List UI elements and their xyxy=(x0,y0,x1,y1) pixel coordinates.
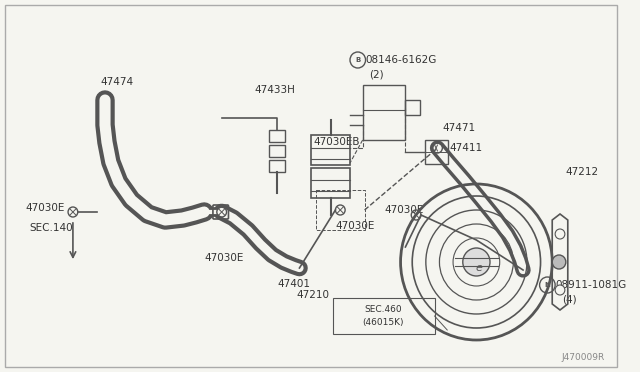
Text: 47411: 47411 xyxy=(449,143,483,153)
Bar xyxy=(311,135,350,165)
Text: 47433H: 47433H xyxy=(255,85,296,95)
Text: N: N xyxy=(545,282,550,288)
Bar xyxy=(269,130,285,142)
Text: (2): (2) xyxy=(369,69,384,79)
Circle shape xyxy=(463,248,490,276)
Text: 47401: 47401 xyxy=(277,279,310,289)
Text: 47474: 47474 xyxy=(100,77,133,87)
Bar xyxy=(425,140,448,164)
Bar xyxy=(269,145,285,157)
Bar xyxy=(269,160,285,172)
Text: 47030E: 47030E xyxy=(384,205,424,215)
Circle shape xyxy=(555,257,565,267)
Text: SEC.460: SEC.460 xyxy=(364,305,402,314)
Text: 08911-1081G: 08911-1081G xyxy=(555,280,627,290)
Text: 08146-6162G: 08146-6162G xyxy=(365,55,437,65)
Text: 47210: 47210 xyxy=(296,290,330,300)
Circle shape xyxy=(552,255,566,269)
Text: 47030E: 47030E xyxy=(25,203,65,213)
Text: 47030E: 47030E xyxy=(335,221,375,231)
Bar xyxy=(311,168,350,198)
Bar xyxy=(363,85,405,140)
Circle shape xyxy=(555,285,565,295)
Circle shape xyxy=(555,229,565,239)
Bar xyxy=(333,298,435,334)
Bar xyxy=(405,100,420,115)
Text: B: B xyxy=(355,57,360,63)
Text: 47471: 47471 xyxy=(442,123,476,133)
Text: 47030E: 47030E xyxy=(204,253,244,263)
Text: (46015K): (46015K) xyxy=(362,318,404,327)
Text: 47212: 47212 xyxy=(566,167,599,177)
Text: e: e xyxy=(476,263,483,273)
Text: SEC.140: SEC.140 xyxy=(29,223,73,233)
Text: 47030EB: 47030EB xyxy=(313,137,360,147)
Text: (4): (4) xyxy=(562,295,577,305)
Text: J470009R: J470009R xyxy=(561,353,605,362)
